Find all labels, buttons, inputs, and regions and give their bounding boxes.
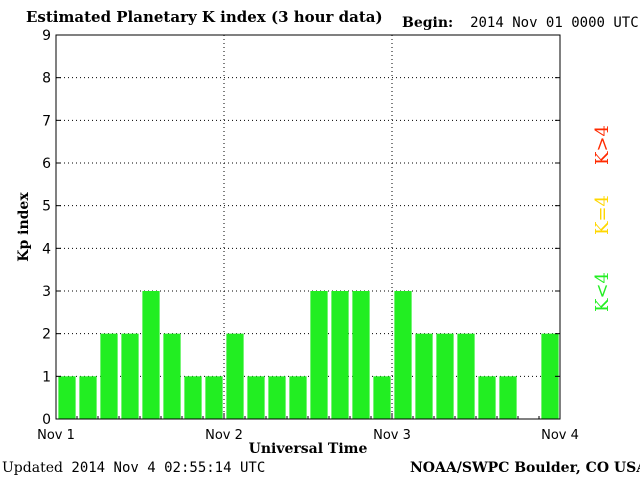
chart-bars: [58, 291, 559, 419]
kp-bar: [121, 333, 139, 419]
credit-line: NOAA/SWPC Boulder, CO USA: [410, 460, 640, 476]
kp-bar: [415, 333, 433, 419]
kp-bar: [205, 376, 223, 419]
kp-bar: [58, 376, 76, 419]
begin-label: Begin:: [402, 15, 454, 31]
kp-bar: [331, 291, 349, 419]
x-tick-label: Nov 2: [205, 428, 243, 443]
y-tick-label: 8: [42, 71, 51, 87]
y-tick-label: 3: [42, 284, 51, 300]
y-tick-label: 1: [42, 369, 51, 385]
updated-label: Updated: [2, 460, 63, 476]
kp-bar: [100, 333, 118, 419]
chart-grid: [56, 35, 560, 419]
kp-bar: [436, 333, 454, 419]
kp-bar: [394, 291, 412, 419]
legend-above: K>4: [592, 125, 613, 165]
kp-bar: [289, 376, 307, 419]
chart-title: Estimated Planetary K index (3 hour data…: [26, 8, 383, 26]
y-axis-label: Kp index: [16, 192, 32, 262]
kp-bar: [352, 291, 370, 419]
kp-bar: [247, 376, 265, 419]
y-tick-label: 7: [42, 113, 51, 129]
kp-bar: [310, 291, 328, 419]
kp-bar: [478, 376, 496, 419]
y-tick-label: 9: [42, 28, 51, 44]
kp-bar: [541, 333, 559, 419]
legend-below: K<4: [592, 272, 613, 312]
x-tick-label: Nov 1: [37, 428, 75, 443]
kp-bar: [184, 376, 202, 419]
kp-bar: [457, 333, 475, 419]
begin-time: Begin: 2014 Nov 01 0000 UTC: [402, 15, 639, 31]
updated-time: Updated 2014 Nov 4 02:55:14 UTC: [2, 460, 265, 476]
kp-bar: [499, 376, 517, 419]
updated-value: 2014 Nov 4 02:55:14 UTC: [71, 460, 266, 476]
begin-value: 2014 Nov 01 0000 UTC: [470, 15, 639, 31]
y-tick-label: 0: [42, 412, 51, 428]
kp-bar: [268, 376, 286, 419]
y-tick-label: 2: [42, 327, 51, 343]
x-tick-label: Nov 4: [541, 428, 579, 443]
y-tick-label: 5: [42, 199, 51, 215]
x-tick-label: Nov 3: [373, 428, 411, 443]
legend-equal: K=4: [592, 195, 613, 235]
x-axis-label: Universal Time: [249, 441, 368, 457]
chart-ticks: 0 1 2 3 4 5 6 7 8 9 Nov 1 Nov 2 Nov 3 Nov 4: [37, 28, 579, 443]
kp-bar: [79, 376, 97, 419]
kp-bar: [142, 291, 160, 419]
kp-bar: [373, 376, 391, 419]
kp-bar: [226, 333, 244, 419]
kp-legend: K>4 K=4 K<4: [592, 125, 613, 312]
y-tick-label: 6: [42, 156, 51, 172]
y-tick-label: 4: [42, 241, 51, 257]
kp-bar: [163, 333, 181, 419]
